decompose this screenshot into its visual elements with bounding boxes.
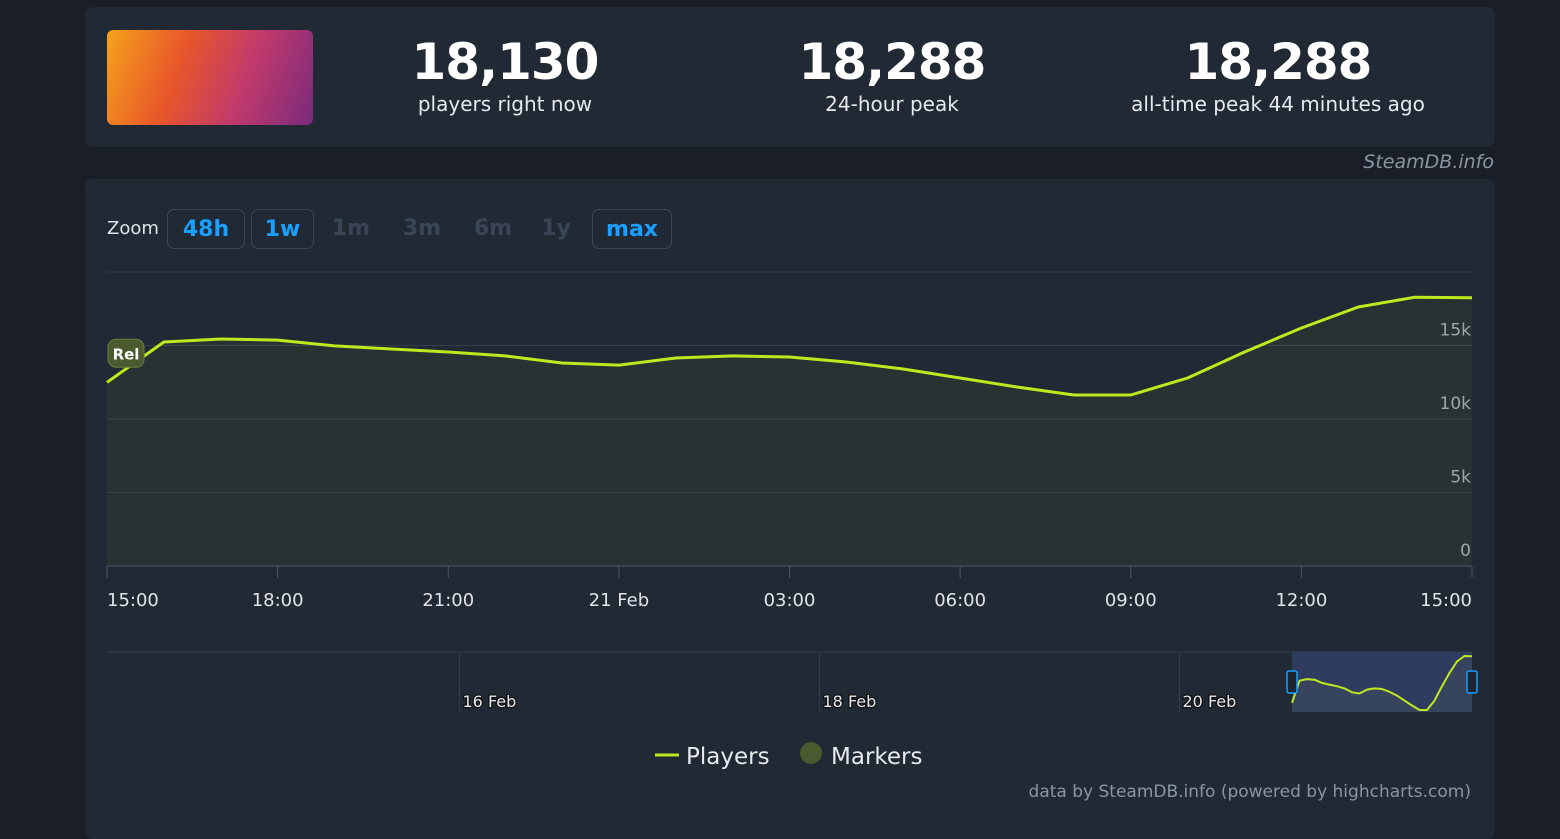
stats-panel [85,7,1495,147]
x-tick-label: 12:00 [1275,590,1327,611]
zoom-button: 3m [402,216,442,241]
zoom-button[interactable]: max [592,209,672,249]
zoom-button[interactable]: 1w [251,209,314,249]
series-line [106,295,1473,397]
marker-label: Rel [113,345,140,363]
series-area [107,297,1472,566]
x-tick-label: 15:00 [1420,590,1472,611]
zoom-button: 1y [541,216,571,241]
legend-swatch [800,742,822,764]
zoom-button: 6m [473,216,513,241]
navigator-tick-label: 20 Feb [1183,692,1237,711]
x-tick-label: 06:00 [934,590,986,611]
credit: SteamDB.info [1363,151,1494,173]
y-tick-label: 15k [1440,321,1472,341]
x-tick-label: 09:00 [1105,590,1157,611]
stat: 18,288 all-time peak 44 minutes ago [1098,33,1458,117]
x-tick-label: 15:00 [107,590,159,611]
y-tick-label: 5k [1450,468,1471,488]
stat-label: players right now [417,92,593,116]
x-tick-label: 18:00 [252,590,304,611]
zoom-button: 1m [331,216,371,241]
navigator-handle [1466,670,1478,694]
game-cover [107,30,313,125]
stat-label: 24-hour peak [825,92,959,116]
x-tick-label: 03:00 [764,590,816,611]
navigator-tick-label: 16 Feb [463,692,517,711]
legend-label: Players [686,744,770,770]
marker-flag [107,338,145,368]
x-tick-label: 21 Feb [589,590,650,611]
chart-panel [85,179,1495,839]
legend[interactable]: Players Markers [655,742,922,770]
page: { "header": { "stats": [ {"value": "18,1… [85,7,1495,839]
series-line [1291,655,1473,711]
zoom-button[interactable]: 48h [167,209,245,249]
stat: 18,130 players right now [325,33,685,117]
x-tick-label: 21:00 [422,590,474,611]
series-area [1292,656,1472,712]
y-tick-label: 0 [1460,541,1471,561]
footer-credit: data by SteamDB.info (powered by highcha… [1029,782,1471,802]
y-tick-label: 10k [1440,394,1472,414]
navigator-handle [1286,670,1298,694]
navigator-tick-label: 18 Feb [823,692,877,711]
zoom-label: Zoom [107,218,159,239]
stat-value: 18,130 [411,33,600,91]
legend-label: Markers [831,744,922,770]
stat-label: all-time peak 44 minutes ago [1131,92,1425,116]
stat: 18,288 24-hour peak [712,33,1072,117]
chart: 0 5k 10k 15k 15:00 18:00 21:00 21 Feb 03:00 06:00… [106,271,1478,802]
stat-value: 18,288 [1184,33,1373,91]
stat-value: 18,288 [798,33,987,91]
